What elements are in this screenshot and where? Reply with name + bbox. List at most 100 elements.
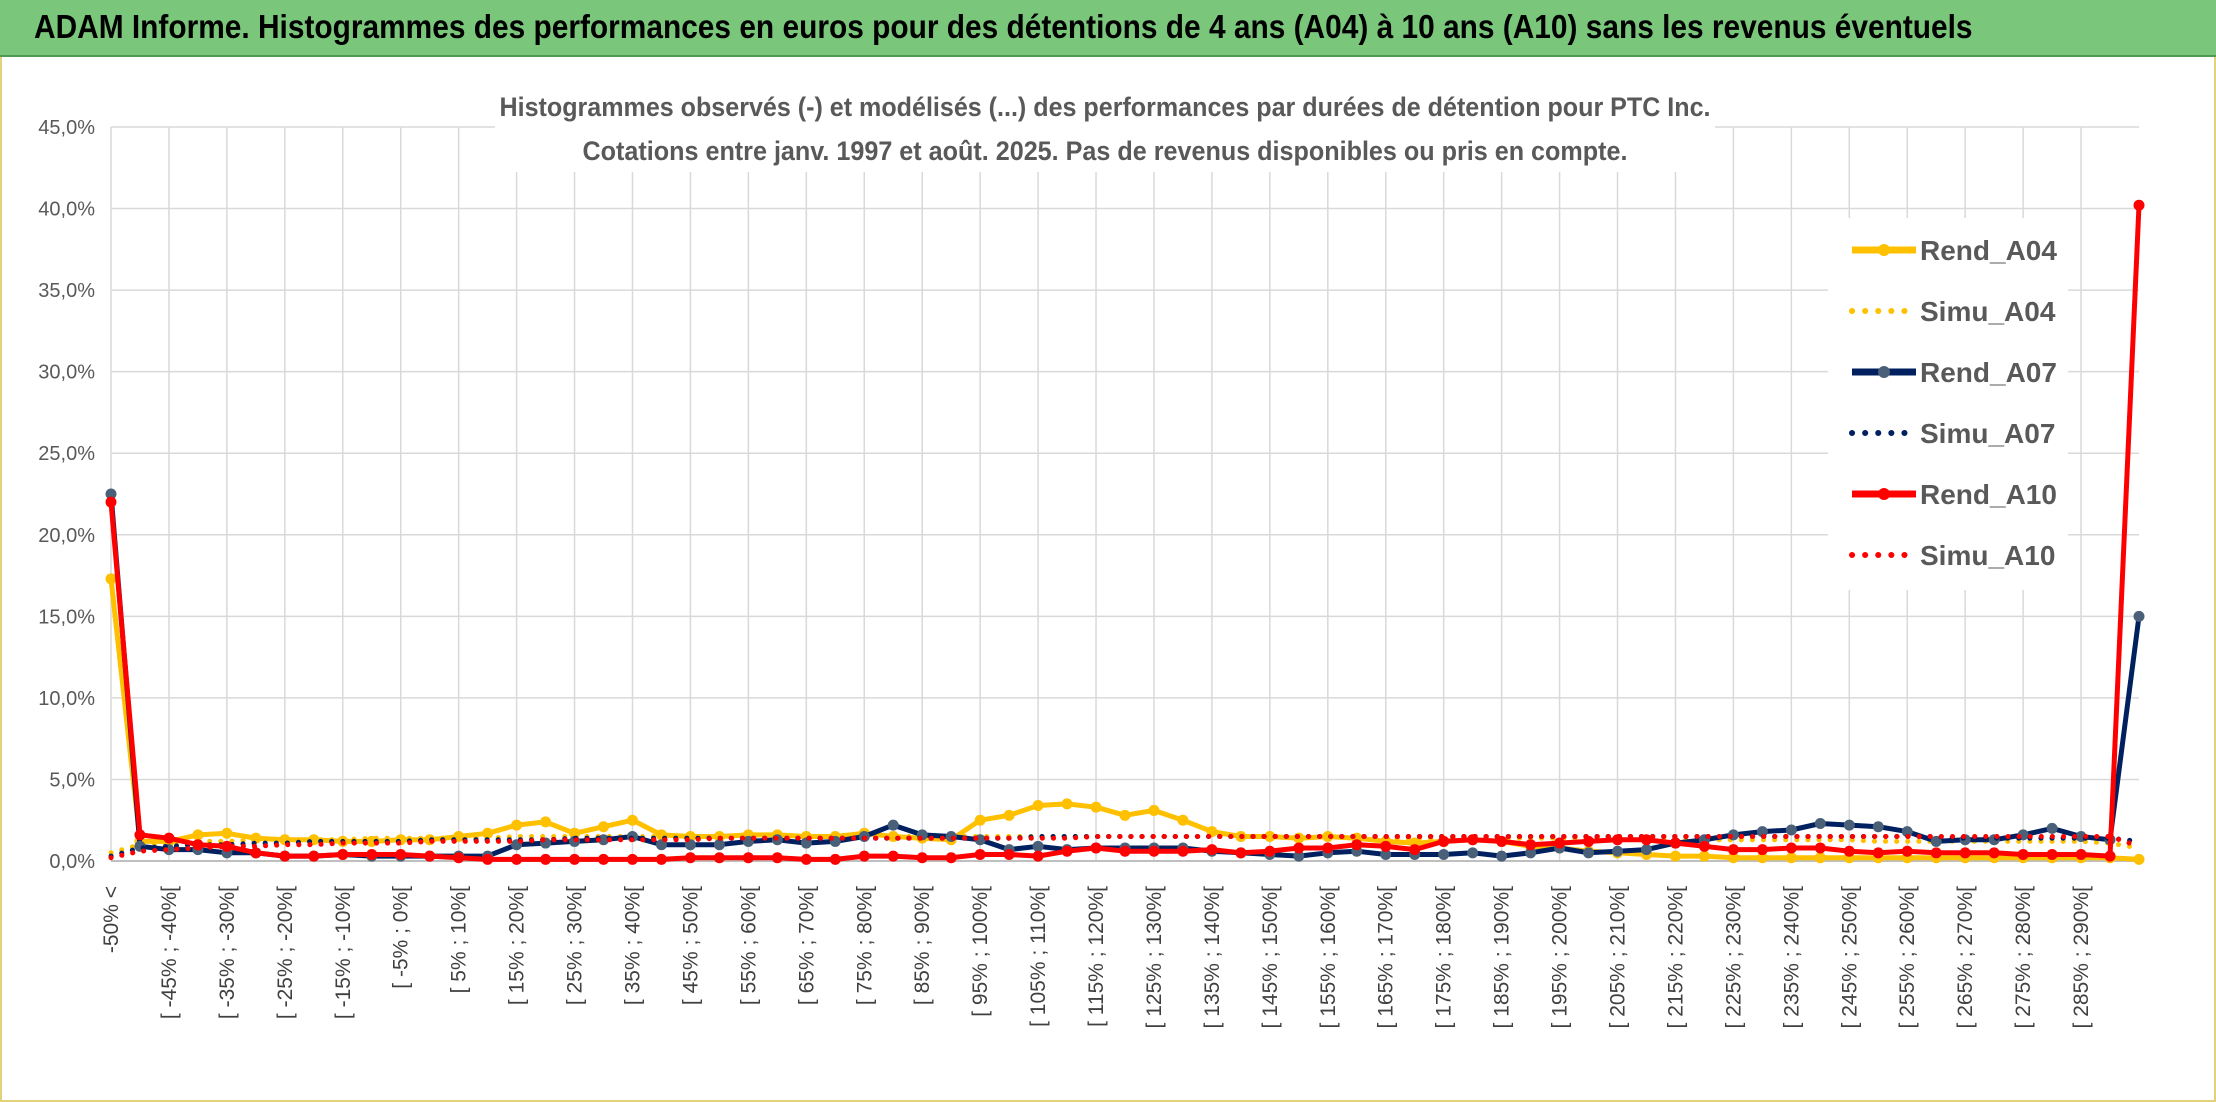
x-tick-label: [ -35% ; -30%[ <box>216 886 239 1019</box>
x-tick-label: [ 85% ; 90%[ <box>911 886 934 1005</box>
x-tick-label: [ 205% ; 210%[ <box>1607 886 1630 1029</box>
data-point <box>1872 847 1884 859</box>
x-tick-label: [ 65% ; 70%[ <box>795 886 818 1005</box>
y-tick-label: 15,0% <box>38 606 95 628</box>
x-tick-label: [ 275% ; 280%[ <box>2012 886 2035 1029</box>
data-point <box>163 832 175 844</box>
data-point <box>1901 826 1913 838</box>
x-tick-label: [ 225% ; 230%[ <box>1722 886 1745 1029</box>
legend-label: Simu_A07 <box>1920 418 2055 449</box>
data-point <box>511 853 523 865</box>
data-point <box>1756 844 1768 856</box>
data-point <box>1032 850 1044 862</box>
data-point <box>395 848 407 860</box>
data-point <box>1032 840 1044 852</box>
data-point <box>1119 845 1131 857</box>
data-point <box>974 814 986 826</box>
data-point <box>1322 842 1334 854</box>
x-axis-ticks: -50% < [ -45% ; -40%[[ -35% ; -30%[[ -25%… <box>100 886 2093 1029</box>
chart-title: Histogrammes observés (-) et modélisés (… <box>495 82 1715 172</box>
legend-item: Rend_A07 <box>1852 357 2057 388</box>
data-point <box>2075 848 2087 860</box>
data-point <box>1119 809 1131 821</box>
data-point <box>655 853 667 865</box>
data-point <box>337 848 349 860</box>
data-point <box>482 853 494 865</box>
x-tick-label: [ 105% ; 110%[ <box>1027 886 1050 1027</box>
data-point <box>887 850 899 862</box>
x-tick-label: [ 25% ; 30%[ <box>564 886 587 1005</box>
legend-item: Simu_A07 <box>1849 418 2055 449</box>
data-point <box>2046 848 2058 860</box>
x-tick-label: [ 115% ; 120%[ <box>1085 886 1108 1027</box>
y-tick-label: 40,0% <box>38 199 95 221</box>
data-point <box>598 821 610 833</box>
data-point <box>1785 842 1797 854</box>
data-point <box>1814 817 1826 829</box>
x-tick-label: [ 145% ; 150%[ <box>1259 886 1282 1029</box>
data-point <box>598 834 610 846</box>
x-tick-label: [ 155% ; 160%[ <box>1317 886 1340 1029</box>
y-tick-label: 25,0% <box>38 443 95 465</box>
data-point <box>1785 852 1797 864</box>
legend-label: Simu_A04 <box>1920 296 2056 327</box>
data-point <box>598 853 610 865</box>
x-tick-label: [ -25% ; -20%[ <box>274 886 297 1019</box>
legend-item: Simu_A10 <box>1849 540 2055 571</box>
x-tick-label: [ -15% ; -10%[ <box>332 886 355 1019</box>
data-point <box>1264 845 1276 857</box>
data-point <box>916 852 928 864</box>
data-point <box>1988 847 2000 859</box>
data-point <box>1496 850 1508 862</box>
data-point <box>1930 835 1942 847</box>
data-point <box>279 850 291 862</box>
data-point <box>540 816 552 828</box>
data-point <box>1322 831 1334 843</box>
data-point <box>1177 845 1189 857</box>
x-tick-label: [ -5% ; 0%[ <box>390 886 413 989</box>
x-tick-label: [ 215% ; 220%[ <box>1664 886 1687 1029</box>
y-tick-label: 35,0% <box>38 280 95 302</box>
data-point <box>1669 837 1681 849</box>
data-point <box>1061 798 1073 810</box>
data-point <box>1901 845 1913 857</box>
data-point <box>1640 844 1652 856</box>
data-point <box>1293 842 1305 854</box>
data-point <box>308 850 320 862</box>
data-point <box>1525 847 1537 859</box>
y-axis-ticks: 0,0% 5,0% 10,0% 15,0% 20,0% 25,0% 30,0% 35,0% 40… <box>38 117 95 873</box>
data-point <box>771 852 783 864</box>
data-point <box>1090 842 1102 854</box>
data-point <box>974 848 986 860</box>
data-point <box>221 827 233 839</box>
data-point <box>1235 847 1247 859</box>
y-tick-label: 45,0% <box>38 117 95 139</box>
data-point <box>1843 845 1855 857</box>
data-point <box>1003 848 1015 860</box>
x-tick-label: [ 195% ; 200%[ <box>1549 886 1572 1029</box>
data-point <box>1814 842 1826 854</box>
data-point <box>1090 801 1102 813</box>
data-point <box>192 829 204 841</box>
data-point <box>626 853 638 865</box>
legend-label: Rend_A04 <box>1920 235 2057 266</box>
legend-item: Rend_A10 <box>1852 479 2057 510</box>
y-tick-label: 30,0% <box>38 362 95 384</box>
data-point <box>1496 835 1508 847</box>
data-point <box>1351 839 1363 851</box>
x-tick-label: [ 95% ; 100%[ <box>969 886 992 1017</box>
data-point <box>1206 844 1218 856</box>
data-point <box>1061 845 1073 857</box>
data-point <box>221 840 233 852</box>
data-point <box>2104 850 2116 862</box>
data-point <box>1698 840 1710 852</box>
data-point <box>1959 847 1971 859</box>
data-point <box>105 573 117 585</box>
data-point <box>482 827 494 839</box>
x-tick-label: [ 125% ; 130%[ <box>1143 886 1166 1029</box>
grid-lines <box>110 126 2139 862</box>
x-tick-label: -50% < <box>100 886 123 953</box>
chart-frame <box>0 57 2216 1102</box>
data-point <box>1148 845 1160 857</box>
